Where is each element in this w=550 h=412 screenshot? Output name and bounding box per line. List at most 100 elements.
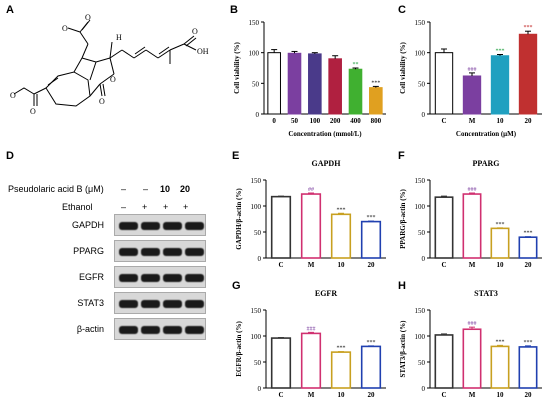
blot-band	[119, 326, 138, 334]
y-tick-label: 0	[422, 255, 426, 263]
y-axis-label: PPARG/β-actin (%)	[399, 188, 407, 248]
y-tick-label: 0	[422, 385, 426, 393]
y-tick-label: 100	[251, 203, 262, 211]
ethanol-value-3: +	[163, 202, 169, 212]
blot-band	[185, 326, 204, 334]
y-tick-label: 0	[258, 255, 262, 263]
bar	[270, 195, 292, 259]
bar	[462, 75, 482, 115]
blot-band	[163, 300, 182, 308]
chemical-structure: O O O O O O H O OH	[10, 14, 209, 116]
y-tick-label: 150	[415, 177, 426, 185]
x-tick-label: 100	[310, 117, 321, 125]
x-tick-label: C	[441, 117, 446, 125]
chart-title: STAT3	[474, 289, 498, 298]
significance-label: ###	[468, 321, 477, 327]
bar	[434, 196, 454, 259]
svg-text:O: O	[110, 75, 116, 84]
x-tick-label: C	[441, 391, 446, 399]
x-tick-label: 10	[497, 391, 505, 399]
y-tick-label: 0	[256, 111, 260, 119]
x-tick-label: 0	[272, 117, 276, 125]
bar	[369, 87, 383, 115]
bar	[518, 33, 538, 115]
x-tick-label: 200	[330, 117, 341, 125]
bar	[490, 345, 510, 389]
panel-letter-g: G	[232, 280, 241, 292]
treatment-value-1: –	[121, 184, 127, 194]
svg-text:O: O	[62, 24, 68, 33]
blot-band	[119, 222, 138, 230]
svg-text:O: O	[192, 27, 198, 36]
ethanol-value-2: +	[142, 202, 148, 212]
x-axis-label: Concentration (mmol/L)	[288, 130, 362, 138]
blot-band	[163, 326, 182, 334]
bar	[490, 227, 510, 259]
blot-band	[141, 248, 160, 256]
significance-label: ***	[496, 49, 505, 55]
bar	[360, 345, 382, 389]
bar	[330, 351, 352, 389]
svg-text:O: O	[30, 107, 36, 116]
y-axis-label: Cell viability (%)	[399, 41, 407, 93]
y-tick-label: 50	[254, 229, 262, 237]
bar	[490, 55, 510, 115]
ethanol-label: Ethanol	[62, 202, 93, 212]
x-tick-label: M	[308, 391, 315, 399]
x-tick-label: 20	[368, 391, 376, 399]
bar	[518, 236, 538, 259]
chart-pparg: 0 50 100 150 PPARG/β-actin (%) PPARG C M ### 10 **…	[399, 159, 542, 269]
blot-band	[141, 300, 160, 308]
bar	[462, 193, 482, 259]
significance-label: ***	[367, 340, 376, 346]
chart-egfr: 0 50 100 150 EGFR/β-actin (%) EGFR C M ### 10 *** 2…	[235, 289, 386, 399]
significance-label: ***	[524, 25, 533, 31]
significance-label: ***	[524, 340, 533, 346]
bar	[328, 58, 342, 115]
svg-text:H: H	[116, 33, 122, 42]
blot-band	[185, 274, 204, 282]
significance-label: ***	[524, 231, 533, 237]
significance-label: ***	[367, 215, 376, 221]
x-tick-label: 10	[338, 261, 346, 269]
x-tick-label: M	[308, 261, 315, 269]
bar	[462, 328, 482, 389]
treatment-label: Pseudolaric acid B (μM)	[8, 184, 104, 194]
y-axis-label: STAT3/β-actin (%)	[399, 320, 407, 378]
bar	[300, 193, 322, 259]
treatment-value-2: –	[143, 184, 149, 194]
panel-letter-c: C	[398, 4, 406, 16]
chart-title: PPARG	[473, 159, 500, 168]
panel-letter-b: B	[230, 4, 238, 16]
x-axis-label: Concentration (μM)	[456, 130, 517, 138]
y-tick-label: 100	[251, 333, 262, 341]
x-tick-label: 50	[291, 117, 299, 125]
significance-label: ***	[496, 222, 505, 228]
significance-label: ###	[468, 187, 477, 193]
significance-label: ###	[468, 67, 477, 73]
svg-text:O: O	[85, 14, 91, 22]
ethanol-value-4: +	[183, 202, 189, 212]
x-tick-label: 10	[497, 117, 505, 125]
bar	[270, 337, 292, 389]
x-tick-label: 400	[350, 117, 361, 125]
chart-cell-viability-concentration: 0 50 100 150 Cell viability (%) Concentration…	[233, 19, 386, 138]
x-tick-label: 10	[338, 391, 346, 399]
x-tick-label: C	[278, 391, 283, 399]
significance-label: ***	[371, 80, 380, 86]
significance-label: ***	[496, 339, 505, 345]
blot-strip	[114, 266, 206, 288]
band-label: EGFR	[78, 272, 104, 282]
y-tick-label: 50	[254, 359, 262, 367]
bar	[300, 332, 322, 389]
significance-label: ##	[308, 187, 314, 193]
y-tick-label: 50	[418, 80, 426, 88]
y-axis-label: EGFR/β-actin (%)	[235, 321, 243, 377]
chart-title: EGFR	[315, 289, 337, 298]
y-axis-label: Cell viability (%)	[233, 41, 241, 93]
bar	[267, 52, 281, 115]
band-label: GAPDH	[71, 220, 104, 230]
y-tick-label: 150	[415, 307, 426, 315]
y-tick-label: 100	[415, 333, 426, 341]
treatment-value-4: 20	[180, 184, 191, 194]
